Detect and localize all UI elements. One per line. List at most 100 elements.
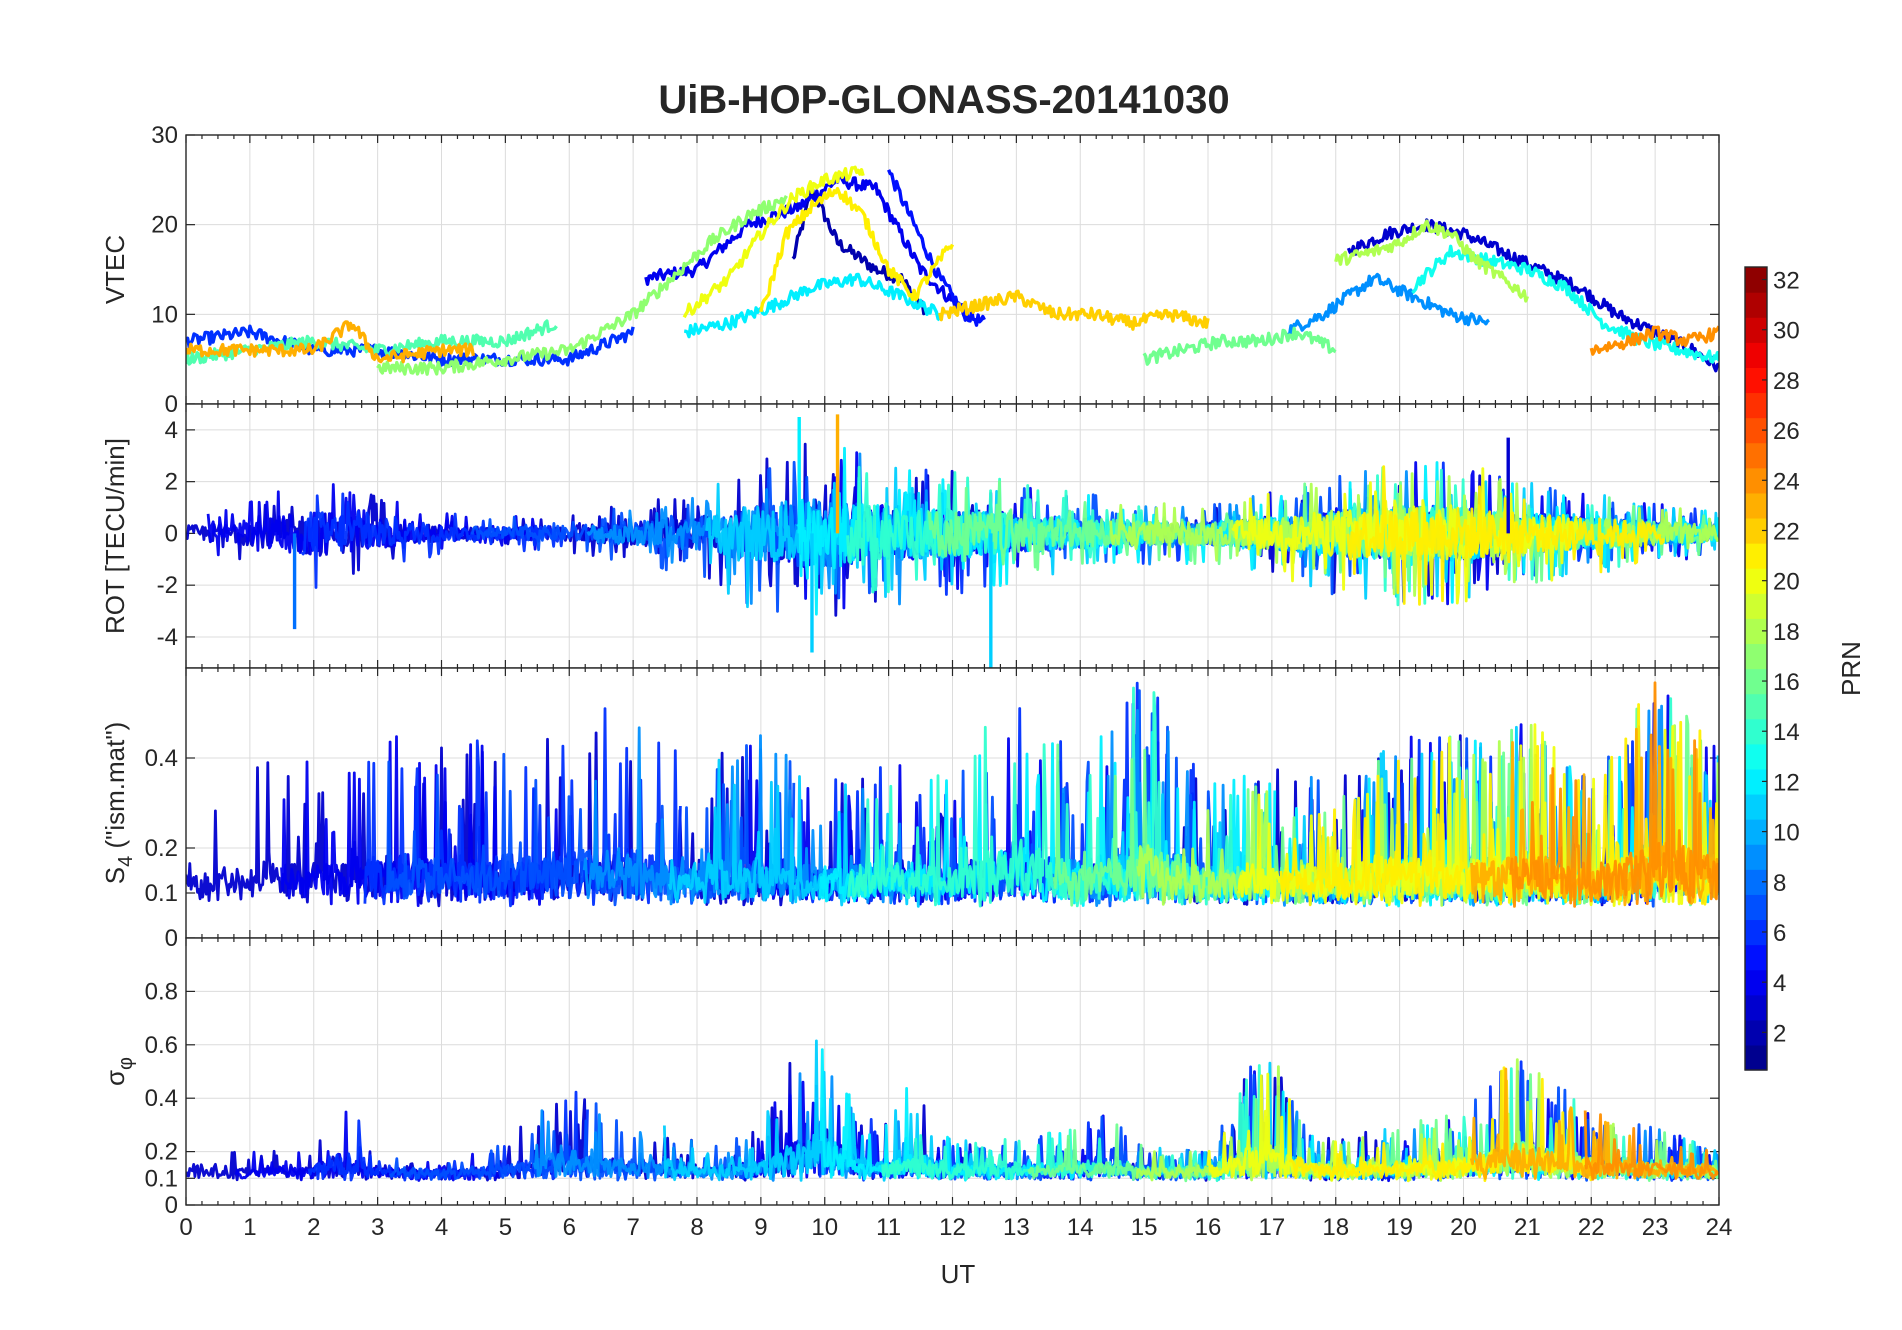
x-tick-label: 7 [626,1214,639,1241]
y-label-main: ROT [TECU/min] [100,438,130,634]
series-prn-24 [1509,681,1719,908]
x-tick-label: 24 [1706,1214,1733,1241]
colorbar-tick-label: 2 [1773,1020,1786,1047]
colorbar-swatch [1745,492,1767,519]
y-label-subscript: φ [115,1057,137,1070]
y-tick-label: 0.1 [145,1165,178,1192]
vtec-series-prn-5 [887,169,986,327]
panel-1: 0 10 20 30 VTEC [100,122,1720,418]
series-group [186,681,1719,908]
colorbar-swatch [1745,819,1767,845]
panel-2: -4 -2 0 2 4 ROT [TECU/min] [100,403,1720,669]
x-tick-label: 2 [307,1214,320,1241]
y-tick-label: -2 [157,572,178,599]
colorbar-tick-label: 20 [1773,569,1800,596]
colorbar-swatch [1745,894,1767,921]
colorbar-swatch [1745,919,1767,946]
colorbar-swatch [1745,593,1767,619]
colorbar-swatch [1745,944,1767,971]
series-prn-24 [1583,1110,1719,1181]
colorbar-swatch [1745,292,1767,318]
y-tick-label: 0.4 [145,1085,178,1112]
colorbar-swatch [1745,618,1767,645]
colorbar-swatch [1745,392,1767,419]
colorbar-tick-label: 14 [1773,719,1800,746]
colorbar-tick-label: 26 [1773,418,1800,445]
colorbar-tick-label: 6 [1773,920,1786,947]
colorbar-tick-label: 10 [1773,820,1800,847]
colorbar-tick-label: 32 [1773,268,1800,295]
vtec-series-prn-12 [683,272,941,339]
y-tick-label: -4 [157,624,178,651]
y-label-subscript: 4 [115,856,137,867]
colorbar-swatch [1745,317,1767,343]
series-prn-20 [1206,1072,1474,1183]
colorbar-tick-label: 30 [1773,318,1800,345]
y-axis-label: S4 ("ism.mat") [100,722,137,884]
x-tick-label: 9 [754,1214,767,1241]
colorbar-label: PRN [1836,641,1866,696]
y-tick-label: 0 [165,1192,178,1219]
colorbar-swatch [1745,442,1767,469]
colorbar-tick-label: 4 [1773,970,1786,997]
colorbar-swatch [1745,768,1767,795]
y-axis-label: ROT [TECU/min] [100,438,130,634]
y-tick-label: 30 [151,122,178,149]
y-label-main: σ [100,1070,130,1086]
series-prn-21 [1346,465,1665,606]
y-axis-label: σφ [100,1057,137,1086]
series-group [186,1039,1719,1183]
colorbar-tick-label: 12 [1773,769,1800,796]
vtec-series-prn-21 [759,186,955,313]
colorbar-swatch [1745,793,1767,820]
colorbar-swatch [1745,543,1767,569]
x-tick-label: 20 [1450,1214,1477,1241]
colorbar-swatch [1745,718,1767,745]
y-tick-label: 0.8 [145,978,178,1005]
y-tick-label: 0.1 [145,880,178,907]
x-axis-label: UT [941,1259,976,1289]
colorbar-tick-label: 24 [1773,468,1800,495]
x-tick-label: 3 [371,1214,384,1241]
y-tick-label: 4 [165,417,178,444]
vtec-series-prn-9 [1283,272,1490,338]
colorbar-swatch [1745,367,1767,394]
x-tick-label: 0 [179,1214,192,1241]
x-tick-label: 4 [435,1214,448,1241]
y-tick-label: 0.2 [145,835,178,862]
colorbar-swatch [1745,1044,1767,1071]
colorbar-swatch [1745,267,1767,293]
x-tick-label: 18 [1322,1214,1349,1241]
y-label-main: VTEC [100,235,130,304]
axes-frame [185,937,1720,1206]
x-tick-label: 11 [876,1214,901,1241]
colorbar-swatch [1745,693,1767,720]
vtec-series-prn-17 [376,195,788,376]
series-group [186,414,1719,668]
y-tick-label: 0.4 [145,745,178,772]
x-tick-label: 13 [1003,1214,1030,1241]
colorbar-tick-label: 22 [1773,518,1800,545]
y-tick-label: 10 [151,301,178,328]
colorbar-tick-label: 8 [1773,870,1786,897]
x-tick-label: 15 [1131,1214,1158,1241]
colorbar-swatch [1745,994,1767,1021]
colorbar-tick-label: 16 [1773,669,1800,696]
vtec-series-prn-18 [1334,219,1530,303]
x-tick-label: 21 [1514,1214,1541,1241]
colorbar-tick-label: 28 [1773,368,1800,395]
colorbar-swatch [1745,517,1767,544]
colorbar-swatch [1745,643,1767,670]
y-label-main: S [100,867,130,884]
x-tick-label: 6 [563,1214,576,1241]
colorbar-swatch [1745,467,1767,494]
x-tick-label: 19 [1386,1214,1413,1241]
colorbar-swatch [1745,743,1767,770]
y-label-rest: ("ism.mat") [100,722,130,856]
x-tick-label: 5 [499,1214,512,1241]
x-tick-label: 22 [1578,1214,1605,1241]
